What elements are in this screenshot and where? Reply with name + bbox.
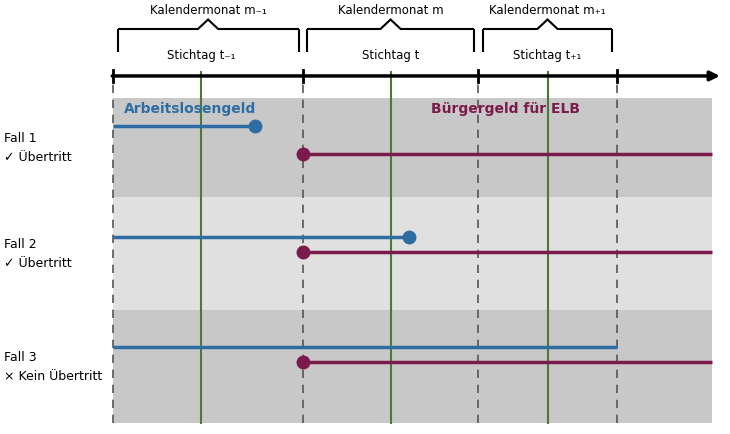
Text: Bürgergeld für ELB: Bürgergeld für ELB (431, 102, 580, 116)
Text: Fall 3
× Kein Übertritt: Fall 3 × Kein Übertritt (4, 351, 102, 383)
Text: Kalendermonat m: Kalendermonat m (338, 4, 443, 17)
Text: Fall 2
✓ Übertritt: Fall 2 ✓ Übertritt (4, 238, 72, 270)
Text: Stichtag t: Stichtag t (362, 49, 419, 62)
Bar (113, 98, 712, 197)
Text: Stichtag t₋₁: Stichtag t₋₁ (166, 49, 235, 62)
Bar (113, 197, 712, 310)
Text: Kalendermonat m₋₁: Kalendermonat m₋₁ (150, 4, 266, 17)
Text: Kalendermonat m₊₁: Kalendermonat m₊₁ (489, 4, 606, 17)
Bar (113, 310, 712, 423)
Text: Fall 1
✓ Übertritt: Fall 1 ✓ Übertritt (4, 132, 72, 164)
Text: Stichtag t₊₁: Stichtag t₊₁ (513, 49, 582, 62)
Text: Arbeitslosengeld: Arbeitslosengeld (124, 102, 256, 116)
